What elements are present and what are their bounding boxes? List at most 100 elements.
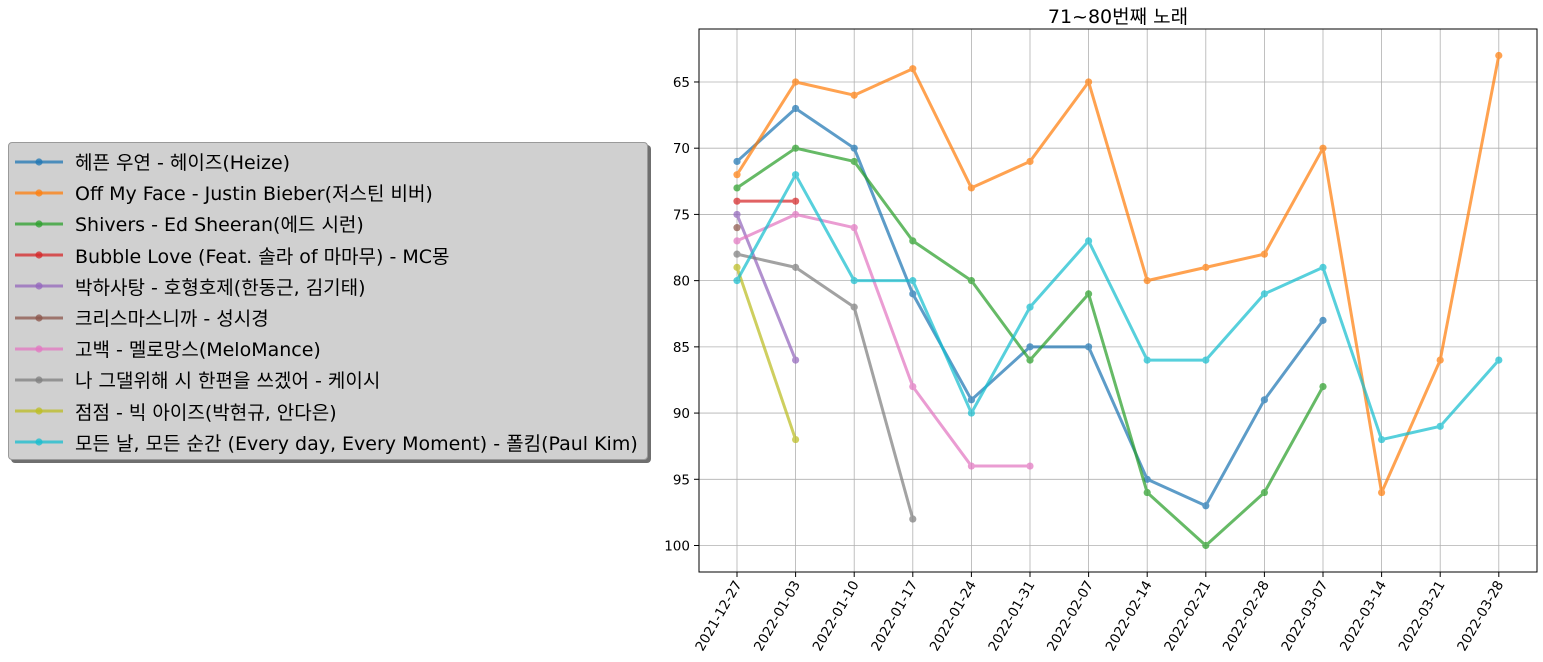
series-9 (733, 263, 800, 444)
x-tick-label: 2022-02-07 (1044, 578, 1097, 654)
legend-swatch (15, 313, 63, 322)
data-point (1026, 157, 1034, 166)
legend-item: 점점 - 빅 아이즈(박현규, 안다은) (9, 396, 647, 427)
series-line (735, 173, 1501, 442)
data-point (792, 263, 800, 271)
series-1 (733, 104, 1327, 510)
data-point (909, 277, 917, 285)
data-point (1143, 475, 1151, 483)
legend-item: Bubble Love (Feat. 솔라 of 마마무) - MC몽 (9, 240, 647, 271)
y-tick-label: 100 (664, 539, 690, 555)
legend-swatch (15, 407, 63, 415)
data-point (1202, 502, 1210, 510)
series-5 (733, 210, 800, 364)
data-point (850, 303, 858, 311)
data-point (792, 78, 800, 86)
series-line (735, 265, 798, 442)
series-6 (733, 224, 741, 232)
series-3 (733, 144, 1327, 550)
y-tick-label: 80 (673, 274, 690, 290)
legend-label: 헤픈 우연 - 헤이즈(Heize) (75, 152, 291, 175)
x-tick-label: 2022-01-03 (751, 578, 804, 654)
x-tick-label: 2022-03-28 (1454, 578, 1507, 654)
x-tick-label: 2022-02-28 (1220, 578, 1273, 654)
data-point (1378, 435, 1386, 444)
legend-label: 나 그댈위해 시 한편을 쓰겠어 - 케이시 (75, 370, 381, 393)
data-point (1260, 250, 1268, 258)
series-line (735, 252, 915, 521)
series-7 (733, 210, 1034, 470)
series-8 (733, 250, 917, 523)
data-point (1026, 462, 1034, 470)
data-point (1378, 488, 1386, 497)
legend-label: Bubble Love (Feat. 솔라 of 마마무) - MC몽 (75, 245, 450, 268)
y-tick-label: 95 (673, 472, 690, 488)
legend-item: 나 그댈위해 시 한편을 쓰겠어 - 케이시 (9, 364, 647, 395)
x-tick-label: 2022-01-10 (810, 578, 863, 654)
data-point (792, 356, 800, 364)
x-tick-label: 2022-02-21 (1161, 578, 1214, 654)
data-point (1260, 396, 1268, 404)
legend-label: 박하사탕 - 호형호제(한동근, 김기태) (75, 276, 366, 299)
data-point (792, 144, 800, 152)
data-point (1495, 51, 1503, 60)
legend-label: 고백 - 멜로망스(MeloMance) (75, 339, 321, 362)
data-point (850, 277, 858, 285)
legend-label: 크리스마스니까 - 성시경 (75, 308, 269, 331)
y-tick-label: 90 (673, 406, 690, 422)
data-point (967, 409, 976, 417)
data-point (1202, 263, 1210, 271)
data-point (1319, 263, 1327, 271)
legend-swatch (15, 157, 63, 166)
y-tick-label: 65 (673, 75, 690, 91)
legend-label: 점점 - 빅 아이즈(박현규, 안다은) (75, 401, 337, 424)
chart-title: 71~80번째 노래 (1048, 6, 1188, 28)
data-point (733, 277, 741, 285)
y-tick-label: 85 (673, 340, 690, 356)
series-line (735, 53, 1501, 495)
x-tick-label: 2022-01-24 (927, 578, 980, 654)
data-point (1026, 303, 1034, 311)
data-point (1436, 422, 1444, 430)
data-point (1085, 290, 1093, 298)
legend-label: Off My Face - Justin Bieber(저스틴 비버) (75, 183, 433, 206)
data-point (1143, 356, 1151, 364)
data-point (1085, 78, 1093, 86)
legend-swatch (15, 345, 63, 353)
data-point (1319, 382, 1327, 391)
legend-item: 모든 날, 모든 순간 (Every day, Every Moment) - … (9, 427, 647, 458)
data-point (1026, 343, 1034, 351)
data-point (733, 263, 741, 271)
data-point (1260, 488, 1268, 497)
data-point (909, 65, 917, 73)
legend-item: 크리스마스니까 - 성시경 (9, 302, 647, 333)
data-point (909, 382, 917, 391)
data-point (1495, 356, 1503, 364)
legend-item: 고백 - 멜로망스(MeloMance) (9, 333, 647, 364)
data-point (967, 462, 976, 470)
data-point (733, 224, 741, 232)
chart-legend: 헤픈 우연 - 헤이즈(Heize) Off My Face - Justin B… (8, 142, 648, 460)
series-10 (733, 171, 1503, 444)
legend-swatch (15, 220, 63, 228)
legend-label: 모든 날, 모든 순간 (Every day, Every Moment) - … (75, 432, 638, 455)
data-point (733, 210, 741, 219)
legend-swatch (15, 189, 63, 197)
legend-item: 박하사탕 - 호형호제(한동근, 김기태) (9, 271, 647, 302)
legend-item: Off My Face - Justin Bieber(저스틴 비버) (9, 177, 647, 208)
data-point (1202, 541, 1210, 550)
data-point (850, 144, 858, 152)
data-point (967, 184, 976, 192)
data-point (792, 197, 800, 205)
data-point (909, 237, 917, 245)
data-point (1026, 356, 1034, 364)
plot-frame (698, 28, 1538, 573)
legend-item: Shivers - Ed Sheeran(에드 시런) (9, 208, 647, 239)
data-point (792, 210, 800, 219)
data-point (1202, 356, 1210, 364)
x-tick-label: 2022-02-14 (1103, 578, 1156, 654)
series-line (735, 212, 1032, 468)
data-point (792, 104, 800, 113)
data-point (733, 157, 741, 166)
